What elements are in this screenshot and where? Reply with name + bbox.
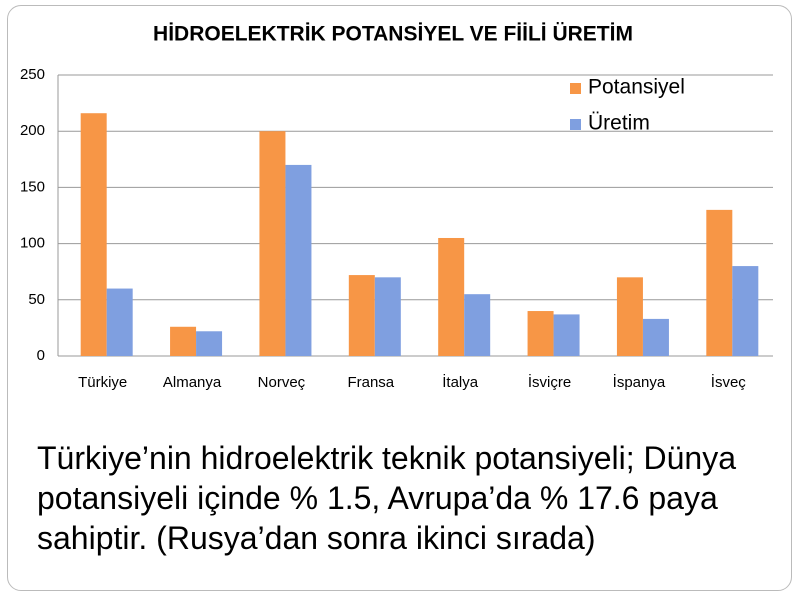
bar — [348, 275, 375, 356]
legend-swatch — [570, 83, 581, 94]
y-tick-label: 200 — [20, 122, 45, 139]
x-tick-label: Türkiye — [78, 374, 127, 391]
bar — [170, 326, 197, 356]
bar — [80, 113, 107, 356]
bar — [732, 266, 759, 356]
bar — [106, 288, 133, 356]
x-tick-label: İspanya — [613, 373, 666, 391]
bar — [285, 164, 312, 356]
x-tick-label: İtalya — [442, 373, 479, 391]
y-tick-label: 50 — [28, 291, 45, 308]
bar — [374, 277, 401, 356]
x-tick-label: Norveç — [258, 374, 306, 391]
bar — [438, 237, 465, 356]
bar — [553, 314, 580, 356]
y-tick-label: 0 — [37, 347, 45, 364]
bar — [642, 318, 669, 356]
bar — [259, 131, 286, 356]
y-tick-label: 100 — [20, 235, 45, 252]
bar — [616, 277, 643, 356]
x-tick-label: Almanya — [163, 374, 222, 391]
legend-label: Potansiyel — [588, 76, 685, 99]
bar — [196, 331, 223, 356]
y-tick-label: 250 — [20, 66, 45, 83]
legend-swatch — [570, 119, 581, 130]
bar — [706, 209, 733, 356]
slide-frame — [7, 5, 792, 591]
x-tick-label: İsveç — [711, 373, 747, 391]
y-tick-label: 150 — [20, 178, 45, 195]
x-tick-label: Fransa — [347, 374, 394, 391]
bar — [527, 311, 554, 356]
legend-label: Üretim — [588, 112, 650, 135]
x-tick-label: İsviçre — [528, 373, 571, 391]
chart-title: HİDROELEKTRİK POTANSİYEL VE FİİLİ ÜRETİM — [153, 23, 633, 46]
caption: Türkiye’nin hidroelektrik teknik potansi… — [37, 440, 736, 556]
bar — [464, 294, 491, 356]
